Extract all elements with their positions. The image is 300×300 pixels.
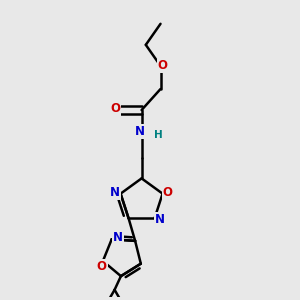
- Text: O: O: [163, 186, 173, 199]
- Text: O: O: [97, 260, 107, 273]
- Text: H: H: [154, 130, 163, 140]
- Text: O: O: [158, 59, 168, 72]
- Text: N: N: [113, 231, 123, 244]
- Text: N: N: [110, 186, 120, 199]
- Text: N: N: [134, 124, 145, 138]
- Text: N: N: [155, 213, 165, 226]
- Text: O: O: [110, 103, 120, 116]
